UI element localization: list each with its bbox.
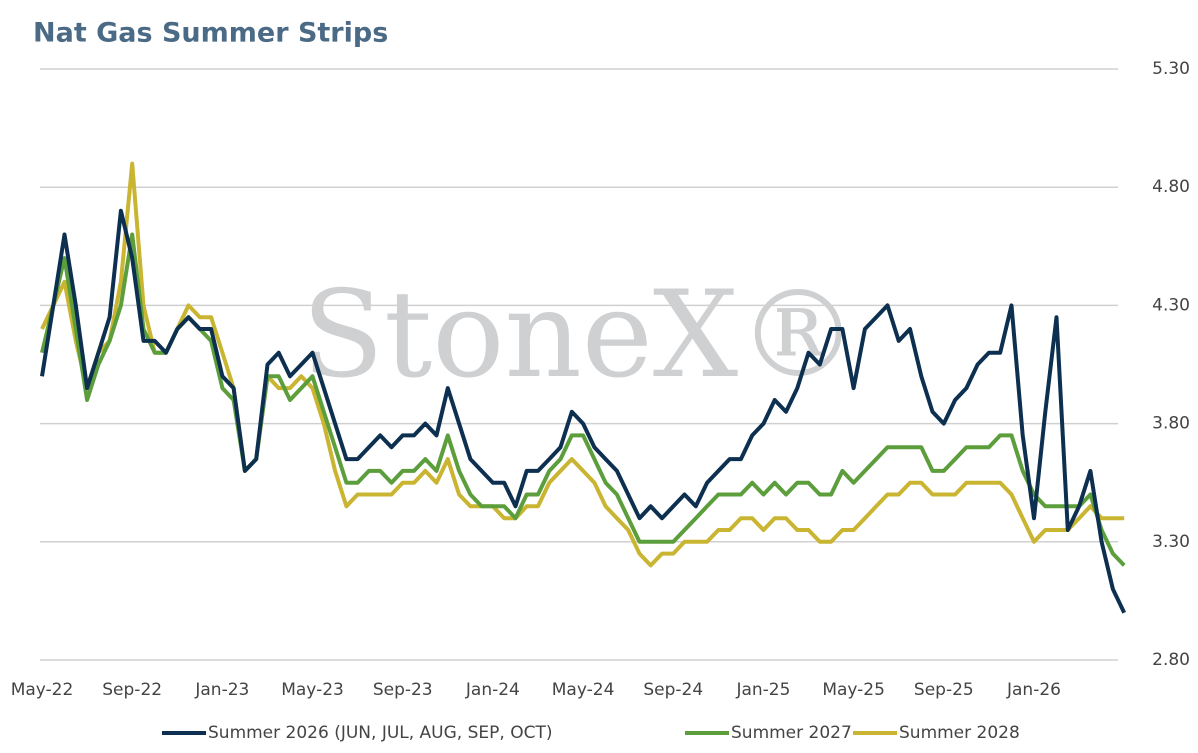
y-tick-label: 3.80	[1152, 414, 1190, 434]
x-tick-label: Jan-23	[194, 680, 249, 700]
series-line	[40, 161, 1125, 568]
legend-label: Summer 2026 (JUN, JUL, AUG, SEP, OCT)	[208, 723, 552, 743]
x-tick-label: Sep-25	[914, 680, 974, 700]
y-tick-label: 4.80	[1152, 177, 1190, 197]
y-tick-label: 4.30	[1152, 295, 1190, 315]
legend-label: Summer 2028	[899, 723, 1020, 743]
series-line	[40, 208, 1127, 614]
x-tick-label: Jan-26	[1006, 680, 1061, 700]
x-tick-label: May-25	[822, 680, 885, 700]
legend-label: Summer 2027	[731, 723, 852, 743]
chart-title: Nat Gas Summer Strips	[33, 18, 388, 49]
x-tick-label: May-23	[281, 680, 344, 700]
y-tick-label: 3.30	[1152, 532, 1190, 552]
series-line	[40, 232, 1126, 567]
x-tick-label: Jan-25	[735, 680, 790, 700]
x-tick-label: Jan-24	[465, 680, 520, 700]
y-tick-label: 2.80	[1152, 650, 1190, 670]
x-tick-label: May-24	[552, 680, 615, 700]
y-tick-label: 5.30	[1152, 59, 1190, 79]
watermark: StoneX®	[302, 266, 858, 405]
x-tick-label: Sep-22	[102, 680, 162, 700]
x-tick-label: Sep-24	[643, 680, 703, 700]
x-tick-label: Sep-23	[373, 680, 433, 700]
x-tick-label: May-22	[11, 680, 74, 700]
